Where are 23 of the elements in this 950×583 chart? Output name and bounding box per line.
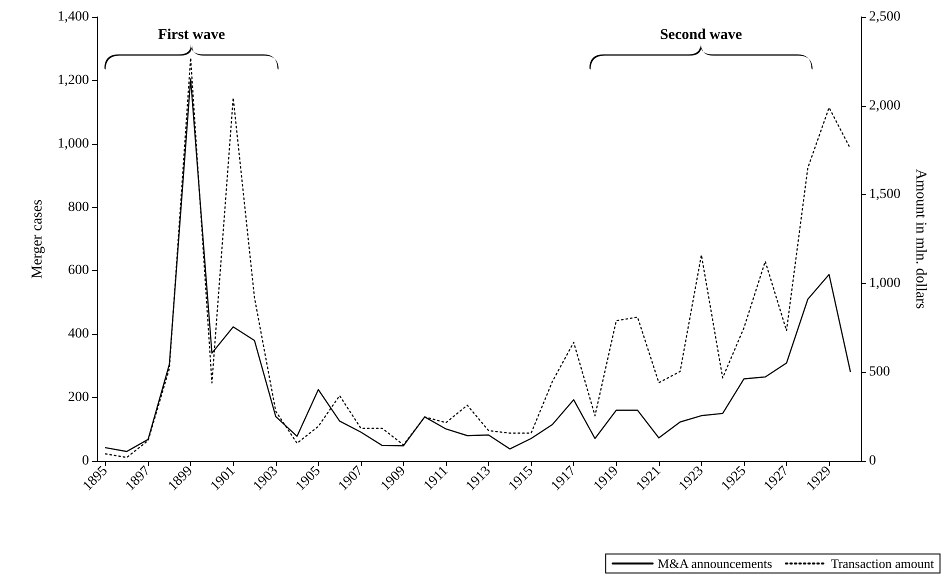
y2-tick-label: 500 xyxy=(869,364,890,380)
y-tick-label: 200 xyxy=(68,390,89,406)
y-tick-label: 600 xyxy=(68,263,89,278)
annotation: First wave xyxy=(158,27,226,43)
y-tick-label: 400 xyxy=(68,326,89,342)
y-tick-label: 800 xyxy=(68,200,89,215)
y-tick-label: 1,200 xyxy=(58,72,89,88)
x-tick-label: 1911 xyxy=(421,464,452,494)
y2-tick-label: 0 xyxy=(869,454,876,468)
legend-label: Transaction amount xyxy=(830,556,934,571)
y2-axis-title: Amount in mln. dollars xyxy=(912,169,928,310)
y-axis-title: Merger cases xyxy=(30,199,46,279)
y-tick-label: 1,400 xyxy=(58,10,89,24)
y2-tick-label: 1,500 xyxy=(869,187,900,202)
x-tick-label: 1901 xyxy=(208,464,239,494)
annotation: Second wave xyxy=(660,27,742,43)
y2-tick-label: 2,000 xyxy=(869,98,900,114)
y2-tick-label: 2,500 xyxy=(869,10,900,24)
legend-label: M&A announcements xyxy=(658,556,772,571)
x-tick-label: 1921 xyxy=(634,464,664,494)
y2-tick-label: 1,000 xyxy=(869,276,900,291)
y-tick-label: 0 xyxy=(82,454,89,468)
y-tick-label: 1,000 xyxy=(58,136,89,152)
